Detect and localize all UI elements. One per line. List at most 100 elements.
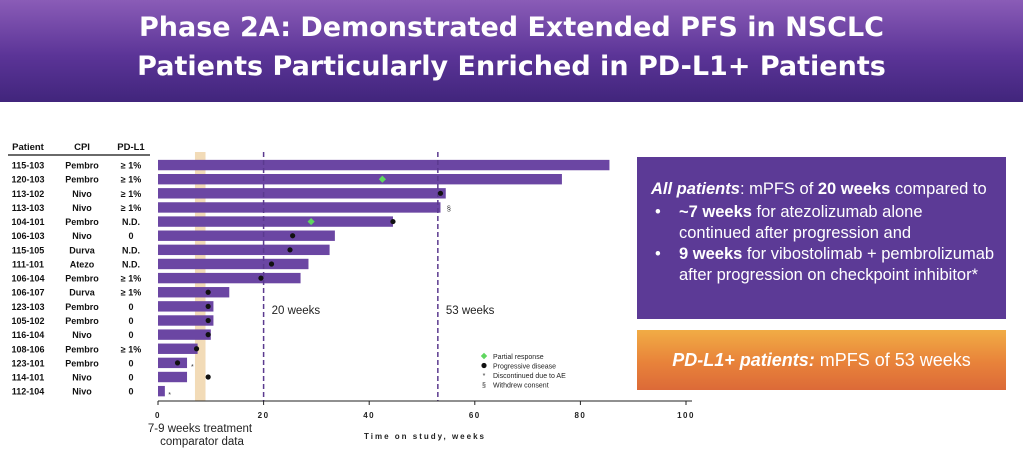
bar-123-101 (158, 357, 188, 369)
pdl1-cell: 0 (128, 330, 133, 340)
patient-id: 113-102 (12, 189, 45, 199)
pdl1-cell: 0 (128, 231, 133, 241)
pdl1-cell: 0 (128, 302, 133, 312)
bar-106-103 (158, 230, 335, 241)
x-tick-label: 40 (363, 411, 375, 420)
comparison-item-vibostolimab: 9 weeks for vibostolimab + pembrolizumab… (651, 244, 996, 286)
table-header-pd-l1: PD-L1 (117, 142, 145, 153)
x-tick-label: 80 (574, 411, 586, 420)
cpi-cell: Nivo (72, 203, 92, 213)
pdl1-cell: ≥ 1% (121, 288, 141, 298)
bar-115-103 (158, 159, 610, 171)
pdl1-cell: 0 (128, 387, 133, 397)
all-patients-label: All patients (651, 180, 740, 198)
all-patients-tail: compared to (890, 180, 987, 198)
band-label-line-2: comparator data (160, 436, 244, 448)
pdl1-cell: ≥ 1% (121, 175, 141, 185)
progressive-disease-marker (193, 346, 200, 352)
partial-response-marker (307, 217, 315, 226)
all-patients-sep: : mPFS of (739, 180, 818, 198)
progressive-disease-marker (205, 317, 211, 324)
x-tick-label: 0 (155, 411, 161, 420)
patient-id: 106-103 (11, 231, 44, 241)
table-header-patient: Patient (12, 142, 45, 153)
pdl1-cell: N.D. (122, 245, 140, 255)
bar-105-102 (158, 315, 214, 326)
pdl1-cell: ≥ 1% (121, 344, 141, 354)
cpi-cell: Pembro (65, 175, 99, 185)
patient-id: 123-103 (11, 302, 44, 312)
all-patients-lead: All patients: mPFS of 20 weeks compared … (651, 179, 996, 200)
all-patients-box: All patients: mPFS of 20 weeks compared … (637, 157, 1006, 319)
progressive-disease-marker (258, 275, 264, 281)
legend-symbol-withdrew-consent: § (482, 383, 486, 390)
progressive-disease-marker (205, 374, 211, 380)
atezolizumab-weeks: ~7 weeks (679, 203, 752, 221)
patient-id: 108-106 (11, 344, 44, 354)
patient-id: 104-101 (11, 217, 44, 227)
all-patients-mpfs: 20 weeks (817, 180, 891, 198)
cpi-cell: Pembro (65, 358, 99, 368)
patient-id: 123-101 (11, 358, 44, 368)
patient-id: 105-102 (11, 316, 44, 326)
cpi-cell: Pembro (65, 217, 99, 227)
progressive-disease-marker (174, 360, 181, 366)
title-line-1: Phase 2A: Demonstrated Extended PFS in N… (139, 12, 884, 43)
vibostolimab-weeks: 9 weeks (679, 245, 743, 263)
band-label-line-1: 7-9 weeks treatment (148, 423, 253, 435)
bar-111-101 (158, 258, 309, 270)
title-banner: Phase 2A: Demonstrated Extended PFS in N… (0, 0, 1023, 102)
cpi-cell: Pembro (65, 344, 99, 354)
patient-id: 111-101 (12, 259, 44, 269)
cpi-cell: Durva (69, 245, 96, 255)
bar-106-104 (158, 272, 301, 284)
progressive-disease-marker (205, 303, 211, 309)
pdl1-text: mPFS of 53 weeks (814, 350, 971, 370)
bar-116-104 (158, 329, 211, 340)
title-line-2: Patients Particularly Enriched in PD-L1+… (137, 51, 886, 82)
bar-114-101 (158, 371, 188, 383)
patient-id: 120-103 (11, 175, 44, 185)
legend-symbol-discontinued-ae: * (483, 373, 486, 380)
bar-106-107 (158, 287, 230, 298)
table-header-cpi: CPI (74, 142, 90, 153)
legend-label-discontinued-ae: Discontinued due to AE (493, 373, 566, 380)
atezolizumab-text: for atezolizumab alone continued after p… (679, 203, 923, 242)
bar-113-103 (158, 202, 441, 213)
cpi-cell: Pembro (65, 316, 99, 326)
legend-symbol-partial-response (480, 352, 488, 360)
progressive-disease-marker (290, 233, 296, 239)
discontinued-ae-marker: * (191, 364, 194, 371)
progressive-disease-marker (287, 247, 293, 253)
x-tick-label: 100 (677, 411, 695, 420)
reference-label-53: 53 weeks (446, 305, 495, 317)
vibostolimab-text: for vibostolimab + pembrolizumab after p… (679, 245, 995, 284)
bar-113-102 (158, 188, 446, 199)
cpi-cell: Pembro (65, 274, 99, 284)
bar-112-104 (158, 385, 165, 397)
patient-id: 106-107 (11, 288, 44, 298)
patient-id: 115-103 (12, 161, 45, 171)
pdl1-cell: ≥ 1% (121, 203, 141, 213)
cpi-cell: Nivo (72, 189, 92, 199)
withdrew-consent-marker: § (447, 204, 451, 213)
x-tick-label: 20 (258, 411, 270, 420)
reference-label-20: 20 weeks (272, 305, 321, 317)
patient-id: 114-101 (12, 373, 45, 383)
patient-id: 106-104 (11, 274, 44, 284)
comparison-item-atezolizumab: ~7 weeks for atezolizumab alone continue… (651, 202, 996, 244)
pdl1-cell: ≥ 1% (121, 274, 141, 284)
cpi-cell: Nivo (72, 231, 92, 241)
progressive-disease-marker (268, 261, 275, 267)
x-axis-title: Time on study, weeks (364, 432, 486, 441)
bar-108-106 (158, 343, 198, 354)
legend-label-progressive-disease: Progressive disease (493, 363, 556, 370)
patient-id: 115-105 (12, 245, 45, 255)
pdl1-cell: 0 (128, 358, 133, 368)
pdl1-label: PD-L1+ patients: (672, 350, 815, 370)
pdl1-cell: 0 (128, 316, 133, 326)
cpi-cell: Nivo (72, 387, 92, 397)
cpi-cell: Pembro (65, 161, 99, 171)
pdl1-cell: 0 (128, 373, 133, 383)
pdl1-cell: ≥ 1% (121, 161, 141, 171)
